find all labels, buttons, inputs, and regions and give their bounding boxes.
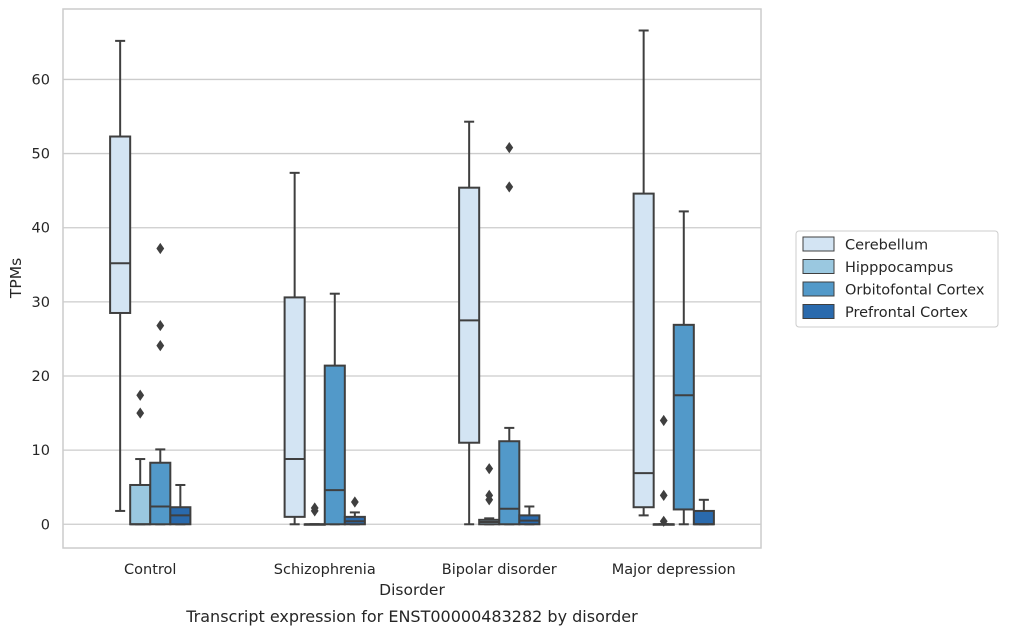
- box-4-3: [518, 505, 541, 526]
- box-1-1: [109, 39, 132, 512]
- box-4-1: [169, 483, 192, 526]
- box-2-4: [652, 414, 675, 527]
- legend-swatch: [802, 259, 835, 274]
- box-body: [498, 440, 521, 526]
- box-3-3: [498, 142, 521, 526]
- plot-boxes: [109, 29, 715, 527]
- legend-swatch: [802, 236, 835, 252]
- y-tick-label: 50: [32, 147, 50, 163]
- box-body: [692, 509, 715, 526]
- outlier-point: [350, 496, 359, 508]
- x-tick-label: Major depression: [612, 562, 736, 578]
- x-tick-label: Control: [124, 562, 176, 578]
- y-tick-label: 10: [32, 443, 50, 459]
- outlier-point: [136, 389, 145, 401]
- outlier-point: [156, 242, 165, 255]
- box-3-1: [149, 242, 172, 526]
- box-body: [458, 186, 481, 444]
- outlier-point: [156, 339, 165, 352]
- box-body: [672, 323, 695, 511]
- legend-swatch: [802, 304, 835, 319]
- outlier-point: [659, 414, 668, 427]
- box-1-2: [283, 171, 306, 526]
- box-body: [109, 135, 132, 314]
- box-body: [323, 364, 346, 526]
- box-2-2: [303, 502, 326, 526]
- legend-swatch: [802, 281, 835, 297]
- y-tick-label: 30: [32, 295, 50, 311]
- box-body: [149, 461, 172, 526]
- y-tick-label: 60: [32, 72, 50, 88]
- outlier-point: [310, 502, 319, 514]
- box-body: [129, 483, 152, 526]
- x-tick-labels: Control Schizophrenia Bipolar disorder Majo…: [124, 562, 736, 578]
- outlier-point: [659, 515, 668, 527]
- figure-caption: Transcript expression for ENST0000048328…: [185, 607, 638, 626]
- outlier-point: [505, 142, 514, 154]
- legend: Cerebellum Hipppocampus Orbitofontal Corte…: [795, 230, 999, 328]
- box-1-4: [632, 29, 655, 517]
- box-4-4: [692, 498, 715, 526]
- y-tick-label: 0: [41, 517, 50, 533]
- box-4-2: [343, 496, 366, 526]
- box-body: [632, 192, 655, 509]
- outlier-point: [485, 489, 494, 501]
- outlier-point: [659, 489, 668, 501]
- outlier-point: [505, 181, 514, 193]
- box-3-4: [672, 210, 695, 526]
- y-tick-label: 20: [32, 369, 50, 385]
- x-tick-label: Schizophrenia: [274, 562, 376, 578]
- gridlines: [63, 78, 761, 525]
- legend-label: Prefrontal Cortex: [845, 305, 968, 321]
- y-tick-labels: 0 10 20 30 40 50 60: [32, 72, 50, 533]
- plot-frame: [62, 8, 762, 549]
- legend-label: Cerebellum: [845, 238, 928, 254]
- legend-label: Hipppocampus: [845, 260, 953, 276]
- y-tick-label: 40: [32, 221, 50, 237]
- box-2-1: [129, 389, 152, 526]
- legend-label: Orbitofontal Cortex: [845, 283, 985, 299]
- box-3-2: [323, 292, 346, 526]
- box-2-3: [478, 463, 501, 526]
- legend-frame: [795, 230, 999, 328]
- box-1-3: [458, 120, 481, 526]
- x-tick-label: Bipolar disorder: [442, 562, 557, 578]
- outlier-point: [485, 463, 494, 475]
- outlier-point: [136, 407, 145, 419]
- outlier-point: [156, 319, 165, 332]
- x-axis-label: Disorder: [379, 581, 445, 599]
- box-body: [283, 296, 306, 518]
- y-axis-label: TPMs: [7, 258, 25, 299]
